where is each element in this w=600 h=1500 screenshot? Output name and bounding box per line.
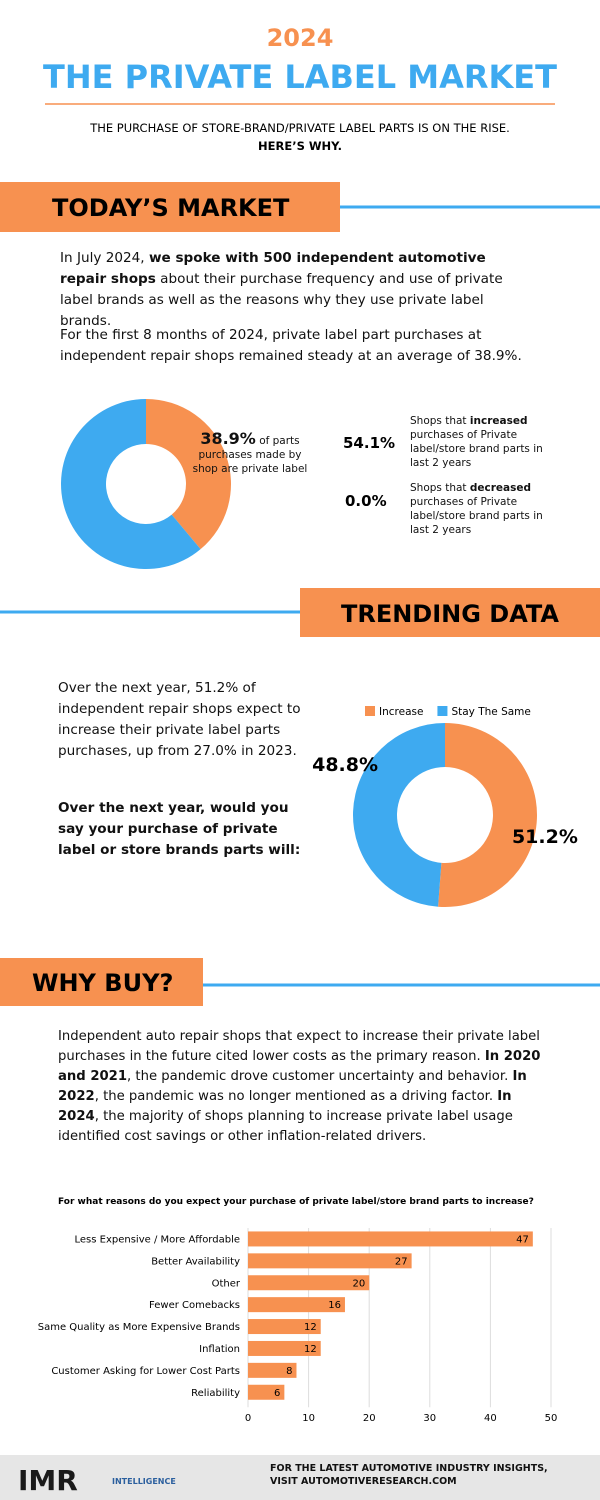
footer-band [0, 1455, 600, 1500]
donut-slice [146, 399, 232, 550]
y-tick-label: Reliability [191, 1388, 240, 1399]
value-label: 12 [304, 1344, 317, 1355]
bar [248, 1319, 321, 1335]
y-tick-label: Customer Asking for Lower Cost Parts [51, 1366, 240, 1377]
paragraph: In July 2024, we spoke with 500 independ… [60, 248, 530, 332]
bar [248, 1384, 285, 1400]
bar [248, 1231, 533, 1247]
donut-slice [438, 723, 537, 907]
text: , the majority of shops planning to incr… [58, 1109, 513, 1144]
text-bold: decreased [469, 482, 532, 494]
x-tick-label: 40 [484, 1413, 497, 1424]
text: purchases of Private label/store brand p… [410, 496, 543, 536]
paragraph: For the first 8 months of 2024, private … [60, 327, 522, 364]
text-bold: increased [469, 415, 528, 427]
value-label: 8 [286, 1366, 292, 1377]
stat-text: Shops that decreased purchases of Privat… [410, 481, 545, 537]
value-label: 12 [304, 1322, 317, 1333]
text-bold: we spoke with 500 independent automotive… [60, 250, 486, 287]
paragraph: Independent auto repair shops that expec… [58, 1027, 553, 1147]
bar [248, 1253, 412, 1269]
title: THE PRIVATE LABEL MARKET [43, 58, 557, 96]
x-tick-label: 30 [423, 1413, 436, 1424]
text: , the pandemic was no longer mentioned a… [94, 1089, 498, 1104]
value-label: 16 [328, 1300, 341, 1311]
stat-value: 54.1% [343, 434, 395, 452]
heading-box [0, 958, 203, 1006]
value-label: 48.8% [312, 754, 378, 776]
donut-slice [352, 723, 445, 907]
text-bold: In 2022 [58, 1069, 527, 1104]
legend-swatch [365, 706, 375, 716]
x-tick-label: 0 [245, 1413, 251, 1424]
text: , the pandemic drove customer uncertaint… [127, 1069, 513, 1084]
annotation: of parts purchases made by shop are priv… [192, 435, 308, 475]
donut-slice [61, 399, 201, 569]
bar [248, 1275, 370, 1291]
footer-text: FOR THE LATEST AUTOMOTIVE INDUSTRY INSIG… [270, 1463, 548, 1487]
stat-value: 0.0% [345, 492, 387, 510]
legend-label: Increase [379, 706, 423, 718]
text: about their purchase frequency and use o… [60, 271, 503, 329]
bar [248, 1362, 297, 1378]
y-tick-label: Fewer Comebacks [149, 1300, 240, 1311]
year: 2024 [267, 24, 334, 52]
section-heading: TODAY’S MARKET [52, 194, 290, 222]
value-label: 20 [352, 1278, 365, 1289]
x-tick-label: 20 [363, 1413, 376, 1424]
legend-swatch [437, 706, 448, 716]
heading-box [0, 182, 340, 232]
y-tick-label: Less Expensive / More Affordable [74, 1234, 240, 1245]
logo: IMR [18, 1464, 78, 1497]
donut-annotation: 38.9% of parts purchases made by shop ar… [190, 429, 310, 476]
value-label: 38.9% [200, 429, 256, 448]
subtitle: HERE’S WHY. [258, 139, 342, 153]
text-bold: In 2020 and 2021 [58, 1049, 541, 1084]
legend-label: Stay The Same [451, 706, 530, 718]
text-bold: In 2024 [58, 1089, 512, 1124]
text: purchases of Private label/store brand p… [410, 429, 543, 469]
stat-text: Shops that increased purchases of Privat… [410, 414, 545, 470]
paragraph: Over the next year, 51.2% of independent… [58, 680, 301, 759]
logo-sub: INTELLIGENCE [112, 1477, 176, 1486]
chart-title: For what reasons do you expect your purc… [58, 1197, 534, 1207]
y-tick-label: Inflation [199, 1344, 240, 1355]
bar [248, 1340, 321, 1356]
value-label: 27 [395, 1256, 408, 1267]
question: Over the next year, would you say your p… [58, 800, 301, 858]
text: In July 2024, [60, 250, 149, 266]
section-heading: TRENDING DATA [341, 600, 559, 628]
text: Shops that [410, 482, 470, 494]
y-tick-label: Better Availability [151, 1256, 240, 1267]
text: Shops that [410, 415, 470, 427]
x-tick-label: 10 [302, 1413, 315, 1424]
y-tick-label: Same Quality as More Expensive Brands [38, 1322, 240, 1333]
bar [248, 1297, 345, 1313]
value-label: 6 [274, 1388, 280, 1399]
y-tick-label: Other [212, 1278, 241, 1289]
section-heading: WHY BUY? [32, 969, 173, 997]
x-tick-label: 50 [545, 1413, 558, 1424]
heading-box [300, 588, 600, 637]
text: Independent auto repair shops that expec… [58, 1029, 540, 1064]
subtitle: THE PURCHASE OF STORE-BRAND/PRIVATE LABE… [89, 121, 510, 135]
value-label: 47 [516, 1234, 529, 1245]
value-label: 51.2% [512, 826, 578, 848]
